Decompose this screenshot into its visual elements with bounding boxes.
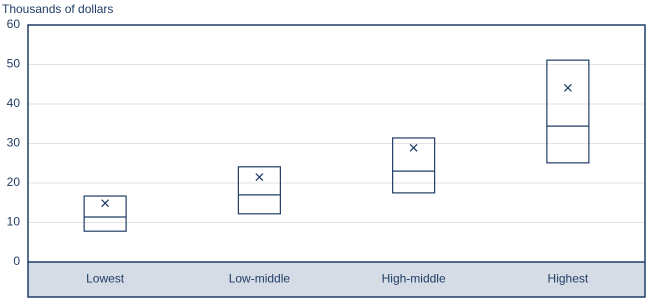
mean-marker-stroke xyxy=(101,199,110,208)
box xyxy=(83,195,127,232)
box xyxy=(237,166,281,215)
y-tick-label: 60 xyxy=(7,17,21,31)
x-tick-label: Highest xyxy=(548,272,589,286)
y-tick-label: 20 xyxy=(7,175,21,189)
y-tick-label: 30 xyxy=(7,136,21,150)
x-tick-label: Lowest xyxy=(86,272,125,286)
plot-frame xyxy=(27,24,646,298)
category-band xyxy=(28,262,645,297)
y-tick-label: 50 xyxy=(7,57,21,71)
box xyxy=(546,59,590,164)
mean-marker-stroke xyxy=(563,83,572,92)
mean-marker xyxy=(409,143,418,152)
mean-marker-stroke xyxy=(409,143,418,152)
box xyxy=(392,137,436,194)
mean-marker xyxy=(101,199,110,208)
mean-marker-stroke xyxy=(255,173,264,181)
x-tick-label: Low-middle xyxy=(229,272,291,286)
x-tick-label: High-middle xyxy=(382,272,446,286)
y-tick-label: 40 xyxy=(7,96,21,110)
mean-marker xyxy=(563,83,572,92)
y-tick-label: 0 xyxy=(13,254,20,268)
y-tick-label: 10 xyxy=(7,215,21,229)
y-axis-label: Thousands of dollars xyxy=(2,2,113,16)
mean-marker xyxy=(255,173,264,181)
